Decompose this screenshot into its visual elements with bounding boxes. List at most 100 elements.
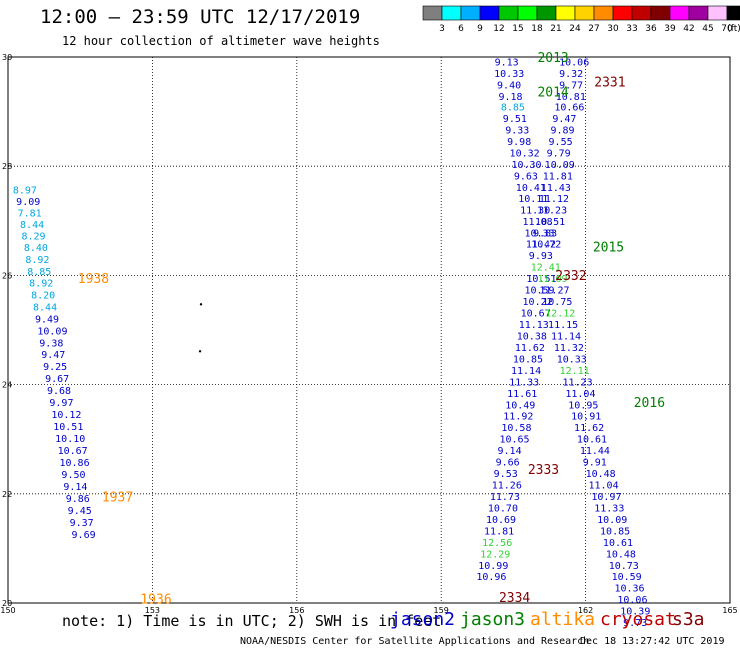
swh-value-label: 9.67 (45, 374, 69, 385)
latitude-tick-label: 24 (2, 381, 12, 390)
swh-value-label: 11.81 (484, 526, 514, 537)
longitude-tick-label: 153 (145, 606, 160, 615)
swh-value-label: 8.20 (31, 291, 55, 302)
swh-value-label: 8.85 (27, 267, 51, 278)
colorbar-tick-label: 30 (607, 24, 619, 34)
colorbar-tick-label: 12 (493, 24, 504, 34)
swh-value-label: 11.42 (526, 240, 556, 251)
swh-value-label: 11.81 (543, 171, 573, 182)
swh-value-label: 9.83 (533, 228, 557, 239)
swh-value-label: 11.09 (537, 274, 567, 285)
swh-value-label: 9.97 (49, 398, 73, 409)
swh-value-label: 9.79 (547, 149, 571, 160)
swh-value-label: 11.33 (594, 503, 624, 514)
satellite-s3a: s3a (672, 609, 705, 630)
pass-time-label: 2014 (537, 85, 568, 100)
swh-value-label: 9.98 (507, 137, 531, 148)
island-dot (199, 303, 203, 306)
latitude-tick-label: 22 (2, 490, 12, 499)
swh-value-label: 11.44 (580, 446, 610, 457)
swh-value-label: 10.33 (494, 69, 524, 80)
latitude-tick-label: 28 (2, 162, 12, 171)
swh-value-label: 10.95 (568, 400, 598, 411)
swh-value-label: 10.12 (51, 410, 81, 421)
swh-value-label: 12.56 (482, 538, 512, 549)
colorbar-swatch (707, 5, 728, 21)
swh-value-label: 12.11 (560, 366, 590, 377)
colorbar-tick-label: 70 (721, 24, 733, 34)
colorbar-tick-label: 15 (512, 24, 523, 34)
swh-value-label: 9.18 (498, 92, 522, 103)
swh-value-label: 9.69 (72, 530, 96, 541)
swh-value-label: 11.23 (537, 205, 567, 216)
swh-value-label: 11.61 (507, 389, 537, 400)
swh-value-label: 9.73 (623, 618, 647, 629)
swh-value-label: 10.65 (499, 435, 529, 446)
colorbar-swatch (422, 5, 443, 21)
colorbar-swatch (726, 5, 740, 21)
map-title: 12:00 – 23:59 UTC 12/17/2019 (40, 6, 361, 28)
swh-value-label: 10.72 (531, 240, 561, 251)
colorbar-swatch (517, 5, 538, 21)
swh-value-label: 10.33 (524, 228, 554, 239)
swh-value-label: 10.09 (597, 515, 627, 526)
colorbar-swatch (460, 5, 481, 21)
swh-value-label: 11.27 (539, 286, 569, 297)
swh-value-label: 10.61 (603, 538, 633, 549)
pass-time-label: 2333 (528, 463, 559, 478)
swh-value-label: 9.66 (496, 458, 520, 469)
longitude-tick-label: 150 (0, 606, 15, 615)
colorbar-tick-label: 39 (664, 24, 676, 34)
swh-value-label: 10.06 (559, 57, 589, 68)
swh-value-label: 10.51 (526, 274, 556, 285)
swh-value-label: 10.85 (513, 354, 543, 365)
swh-value-label: 11.14 (551, 331, 581, 342)
swh-value-label: 9.50 (61, 470, 85, 481)
colorbar-tick-label: 36 (645, 24, 657, 34)
swh-value-label: 10.09 (37, 327, 67, 338)
swh-value-label: 11.12 (539, 194, 569, 205)
swh-value-label: 9.37 (70, 518, 94, 529)
pass-time-label: 2332 (555, 269, 586, 284)
latitude-tick-label: 20 (2, 599, 12, 608)
swh-value-label: 9.63 (514, 171, 538, 182)
swh-value-label: 9.40 (497, 80, 521, 91)
swh-value-label: 10.61 (577, 435, 607, 446)
swh-value-label: 9.13 (495, 57, 519, 68)
swh-value-label: 9.53 (494, 469, 518, 480)
colorbar-swatch (574, 5, 595, 21)
swh-value-label: 11.30 (520, 205, 550, 216)
timestamp: Dec 18 13:27:42 UTC 2019 (580, 636, 725, 647)
swh-value-label: 10.75 (542, 297, 572, 308)
swh-value-label: 10.97 (591, 492, 621, 503)
swh-value-label: 10.33 (557, 354, 587, 365)
colorbar-tick-label: 45 (702, 24, 713, 34)
swh-value-label: 11.04 (565, 389, 595, 400)
swh-value-label: 10.85 (600, 526, 630, 537)
satellite-jason3: jason3 (460, 609, 526, 630)
swh-value-label: 12.29 (480, 549, 510, 560)
colorbar-swatch (631, 5, 652, 21)
swh-value-label: 11.62 (574, 423, 604, 434)
swh-value-label: 9.38 (39, 339, 63, 350)
latitude-tick-label: 26 (2, 271, 12, 280)
swh-value-label: 9.33 (505, 126, 529, 137)
swh-value-label: 9.86 (66, 494, 90, 505)
swh-value-label: 10.41 (516, 183, 546, 194)
swh-value-label: 11.15 (548, 320, 578, 331)
pass-time-label: 2015 (593, 240, 624, 255)
swh-value-label: 10.10 (55, 434, 85, 445)
longitude-tick-label: 156 (289, 606, 304, 615)
colorbar-tick-label: 33 (626, 24, 637, 34)
pass-time-label: 1938 (78, 272, 109, 287)
longitude-tick-label: 159 (434, 606, 449, 615)
colorbar-tick-label: 21 (550, 24, 561, 34)
colorbar-swatch (555, 5, 576, 21)
colorbar-swatch (612, 5, 633, 21)
swh-value-label: 10.48 (606, 549, 636, 560)
colorbar-swatch (669, 5, 690, 21)
swh-value-label: 10.06 (617, 595, 647, 606)
swh-value-label: 8.85 (501, 103, 525, 114)
colorbar-swatch (498, 5, 519, 21)
latitude-tick-label: 30 (2, 53, 12, 62)
